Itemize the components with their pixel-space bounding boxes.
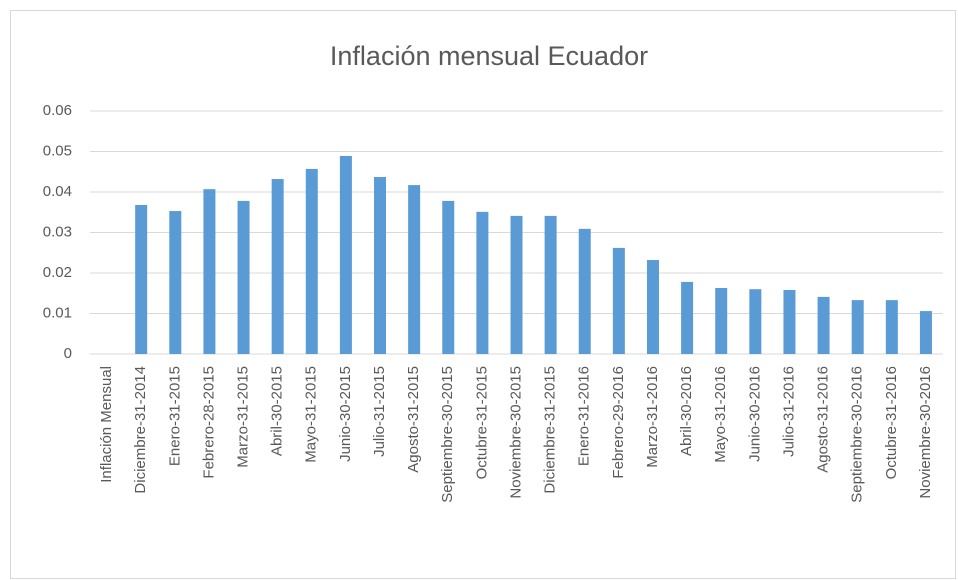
bar (885, 300, 898, 354)
bar (817, 296, 830, 354)
bar (715, 287, 728, 354)
bar (169, 211, 182, 354)
x-tick-label: Agosto-31-2015 (405, 366, 422, 473)
y-tick-label: 0.06 (43, 102, 72, 119)
bar (135, 204, 148, 354)
y-tick-label: 0.01 (43, 304, 72, 321)
x-tick-label: Abril-30-2016 (678, 366, 695, 456)
bar (408, 185, 421, 354)
y-tick-label: 0 (64, 345, 72, 362)
bar (646, 260, 659, 354)
bar (305, 168, 318, 354)
x-tick-label: Marzo-31-2015 (235, 366, 252, 468)
bar (681, 281, 694, 354)
x-tick-label: Julio-31-2015 (371, 366, 388, 457)
bar (237, 200, 250, 354)
x-tick-label: Octubre-31-2015 (473, 366, 490, 479)
x-tick-label: Abril-30-2015 (269, 366, 286, 456)
bar (339, 155, 352, 354)
x-tick-label: Enero-31-2016 (576, 366, 593, 466)
bar (578, 228, 591, 354)
y-tick-label: 0.03 (43, 223, 72, 240)
x-tick-label: Mayo-31-2015 (303, 366, 320, 463)
x-tick-label: Inflación Mensual (98, 366, 115, 483)
x-tick-label: Enero-31-2015 (166, 366, 183, 466)
bar (203, 189, 216, 354)
bar (919, 311, 932, 354)
bar (783, 290, 796, 354)
x-tick-label: Septiembre-30-2016 (849, 366, 866, 503)
x-tick-label: Junio-30-2016 (746, 366, 763, 462)
bar (271, 179, 284, 354)
y-tick-label: 0.04 (43, 183, 72, 200)
x-tick-label: Mayo-31-2016 (712, 366, 729, 463)
x-tick-label: Marzo-31-2016 (644, 366, 661, 468)
y-tick-label: 0.02 (43, 264, 72, 281)
bar (442, 200, 455, 354)
x-tick-label: Noviembre-30-2015 (507, 366, 524, 499)
x-tick-label: Agosto-31-2016 (815, 366, 832, 473)
x-tick-label: Octubre-31-2016 (883, 366, 900, 479)
x-tick-label: Noviembre-30-2016 (917, 366, 934, 499)
bar (612, 247, 625, 354)
bar (749, 289, 762, 354)
x-tick-label: Julio-31-2016 (780, 366, 797, 457)
x-tick-label: Junio-30-2015 (337, 366, 354, 462)
bar (510, 215, 523, 354)
x-tick-label: Diciembre-31-2014 (132, 366, 149, 494)
chart-title: Inflación mensual Ecuador (330, 41, 648, 71)
x-tick-label: Febrero-28-2015 (200, 366, 217, 479)
bar (851, 300, 864, 354)
x-tick-label: Septiembre-30-2015 (439, 366, 456, 503)
y-tick-label: 0.05 (43, 142, 72, 159)
bar (476, 211, 489, 354)
bar (544, 215, 557, 354)
x-tick-label: Febrero-29-2016 (610, 366, 627, 479)
x-tick-label: Diciembre-31-2015 (542, 366, 559, 494)
bar (374, 177, 387, 354)
